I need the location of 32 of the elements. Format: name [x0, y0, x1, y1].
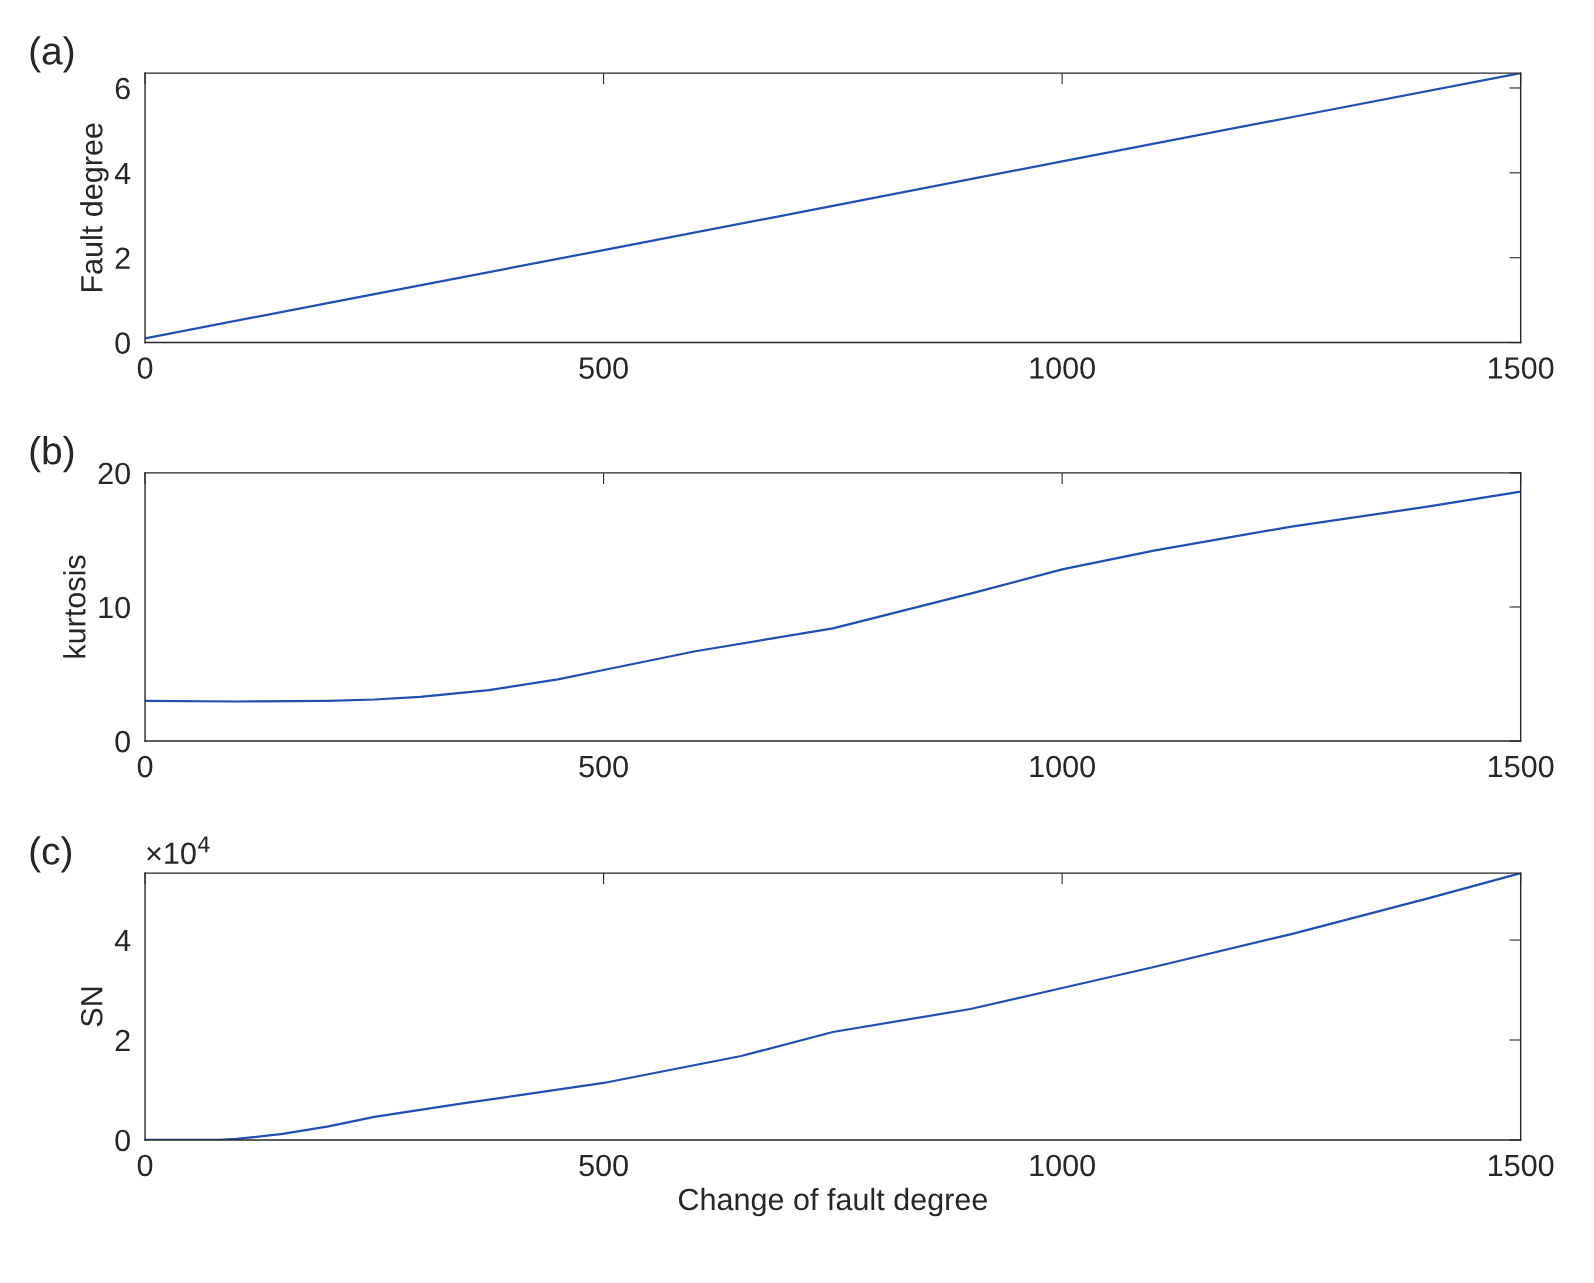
x-tick-label: 500 [579, 755, 628, 778]
x-tick-label: 0 [137, 357, 153, 379]
x-tick-label: 1000 [1030, 755, 1095, 778]
x-tick-label: 1500 [1489, 357, 1554, 379]
text: ×10$^{4}$ [147, 836, 210, 865]
x-tick-label: 1000 [1030, 1154, 1095, 1177]
chart-title: (a) [30, 36, 74, 73]
x-tick-label: 500 [579, 1154, 628, 1177]
chart-title: (c) [30, 836, 72, 873]
y-tick-label: 2 [115, 247, 130, 269]
y-tick-label: 0 [115, 332, 130, 354]
line-series [145, 490, 1521, 703]
y-tick-label: 0 [115, 1129, 130, 1152]
y-tick-label: 20 [98, 462, 130, 485]
x-tick-label: 1500 [1489, 755, 1554, 778]
y-tick-label: 10 [99, 596, 130, 619]
y-tick-label: 4 [114, 162, 131, 184]
y-tick-label: 4 [114, 930, 131, 952]
x-tick-label: 1000 [1030, 357, 1095, 379]
x-tick-label: 500 [579, 357, 628, 379]
chart-title: (b) [30, 436, 74, 473]
y-tick-label: 0 [115, 730, 130, 753]
y-axis-title: kurtosis [63, 555, 86, 658]
y-tick-label: 2 [115, 1029, 130, 1052]
x-tick-label: 0 [137, 1154, 153, 1177]
y-tick-label: 6 [115, 77, 130, 100]
y-axis-title: SN [80, 987, 103, 1027]
x-tick-label: 1500 [1489, 1154, 1554, 1177]
x-tick-label: 0 [137, 755, 153, 778]
y-axis-title: Fault degree [80, 123, 109, 292]
line-series [145, 73, 1521, 340]
x-axis-title: Change of fault degree [678, 1187, 987, 1217]
